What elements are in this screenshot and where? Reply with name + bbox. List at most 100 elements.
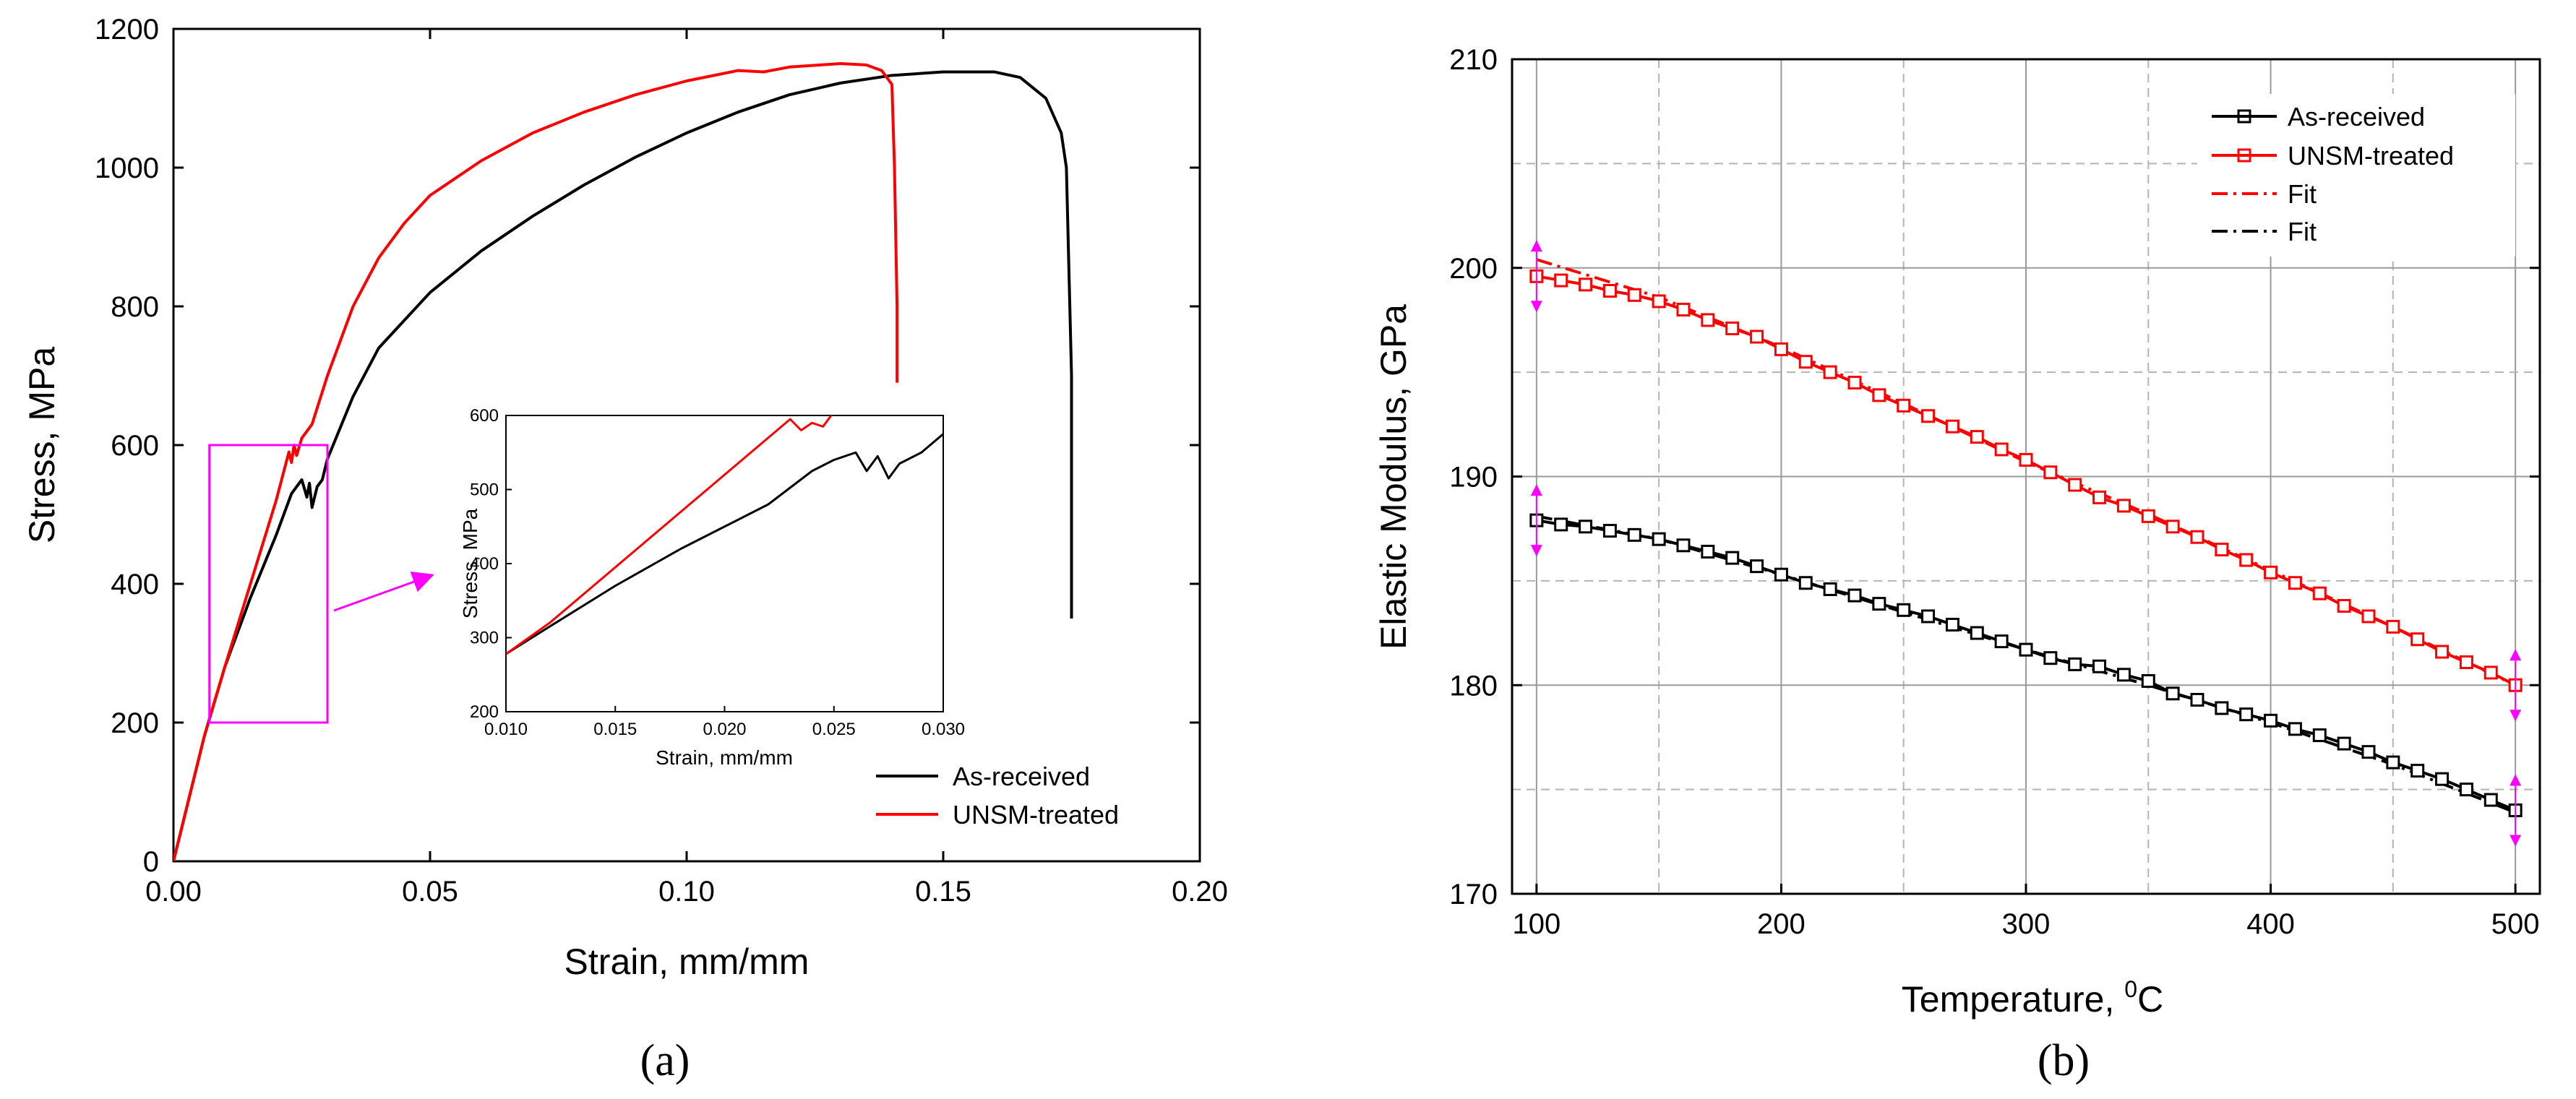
data-point-unsm-treated bbox=[1970, 430, 1984, 444]
panel-b-x-axis-title-superscript: 0 bbox=[2124, 976, 2137, 1002]
panel-b-y-tick-label: 200 bbox=[1449, 253, 1498, 285]
data-point-unsm-treated bbox=[1701, 313, 1715, 327]
data-point-unsm-treated bbox=[2288, 576, 2302, 590]
data-point-unsm-treated bbox=[1725, 321, 1740, 335]
panel-b-legend: As-received UNSM-treated Fit Fit bbox=[2197, 94, 2515, 257]
data-point-as-received bbox=[2483, 793, 2498, 807]
panel-a-x-tick-label: 0.10 bbox=[658, 876, 715, 908]
data-point-as-received bbox=[1554, 517, 1568, 532]
data-point-unsm-treated bbox=[2092, 490, 2107, 504]
panel-a-y-tick-label: 800 bbox=[111, 291, 159, 323]
legend-marker-unsm-treated bbox=[2237, 148, 2251, 163]
inset-plot-frame bbox=[505, 415, 944, 712]
inset-y-tick-label: 200 bbox=[470, 702, 499, 722]
inset-y-axis-title: Stress, MPa bbox=[459, 508, 481, 619]
panel-a-y-tick-label: 1200 bbox=[95, 14, 159, 46]
inset-series-line-as-received bbox=[506, 433, 943, 655]
data-point-unsm-treated bbox=[2337, 599, 2351, 613]
panel-a-legend: As-received UNSM-treated bbox=[876, 762, 1119, 829]
data-point-unsm-treated bbox=[2361, 609, 2376, 624]
panel-b-x-tick-label: 200 bbox=[1757, 908, 1806, 940]
panel-b-x-axis-title-main: Temperature, bbox=[1902, 979, 2124, 1020]
data-point-as-received bbox=[1652, 532, 1666, 546]
data-point-unsm-treated bbox=[2215, 543, 2229, 557]
data-point-as-received bbox=[2215, 701, 2229, 715]
panel-b-y-tick-label: 210 bbox=[1449, 44, 1498, 76]
inset-x-tick-label: 0.015 bbox=[593, 720, 637, 739]
data-point-unsm-treated bbox=[2141, 509, 2155, 523]
data-point-unsm-treated bbox=[1897, 398, 1911, 413]
inset-series-line-unsm-treated bbox=[506, 415, 833, 655]
inset-x-tick-label: 0.020 bbox=[703, 720, 746, 739]
data-point-unsm-treated bbox=[2019, 452, 2033, 467]
panel-a-series bbox=[173, 62, 1073, 861]
data-point-as-received bbox=[1994, 634, 2009, 649]
data-point-unsm-treated bbox=[2459, 655, 2473, 669]
inset-series bbox=[506, 415, 943, 655]
data-point-unsm-treated bbox=[1652, 294, 1666, 309]
inset-chart: 0.010 0.015 0.020 0.025 0.030 200 300 400 500 600… bbox=[459, 406, 965, 769]
data-point-as-received bbox=[2019, 642, 2033, 657]
data-point-as-received bbox=[2068, 657, 2082, 671]
data-point-as-received bbox=[1897, 603, 1911, 617]
data-point-unsm-treated bbox=[2312, 586, 2327, 600]
inset-x-tick-label: 0.030 bbox=[922, 720, 965, 739]
data-point-as-received bbox=[1750, 559, 1764, 574]
error-marker-arrow-down bbox=[2510, 835, 2522, 847]
panel-a-y-tick-label: 400 bbox=[111, 569, 159, 600]
inset-y-tick-label: 600 bbox=[470, 406, 499, 426]
data-point-unsm-treated bbox=[2116, 499, 2131, 513]
inset-ticks: 0.010 0.015 0.020 0.025 0.030 200 300 400 500 600 bbox=[470, 406, 965, 739]
legend-label-as-received: As-received bbox=[953, 762, 1090, 791]
data-point-unsm-treated bbox=[1921, 409, 1936, 423]
data-point-as-received bbox=[2459, 783, 2473, 797]
panel-b-x-axis-title-suffix: C bbox=[2137, 979, 2163, 1020]
inset-y-tick-label: 300 bbox=[470, 629, 499, 648]
panel-b-error-markers bbox=[1530, 240, 2522, 847]
data-point-unsm-treated bbox=[1554, 273, 1568, 288]
panel-a-x-tick-label: 0.20 bbox=[1172, 876, 1228, 908]
panel-a-x-tick-label: 0.00 bbox=[145, 876, 202, 908]
data-point-as-received bbox=[2337, 736, 2351, 751]
data-point-as-received bbox=[1970, 626, 1984, 640]
data-point-as-received bbox=[1602, 524, 1617, 538]
data-point-as-received bbox=[2386, 755, 2400, 770]
data-point-as-received bbox=[2043, 651, 2058, 665]
data-point-as-received bbox=[1579, 520, 1593, 534]
data-point-unsm-treated bbox=[2043, 465, 2058, 480]
data-point-unsm-treated bbox=[2410, 632, 2425, 647]
zoom-arrow bbox=[333, 572, 434, 612]
inset-y-tick-label: 400 bbox=[470, 554, 499, 574]
data-point-unsm-treated bbox=[1627, 288, 1641, 302]
data-point-unsm-treated bbox=[2264, 565, 2278, 579]
data-point-unsm-treated bbox=[2165, 520, 2180, 534]
panel-b-x-axis-title: Temperature, 0C bbox=[1902, 976, 2163, 1020]
data-point-as-received bbox=[1725, 551, 1740, 565]
legend-label-as-received: As-received bbox=[2288, 102, 2425, 132]
error-marker-arrow-up bbox=[1530, 240, 1542, 252]
panel-a-y-tick-label: 200 bbox=[111, 707, 159, 739]
error-marker-arrow-down bbox=[1530, 545, 1542, 557]
panel-a-x-axis-title: Strain, mm/mm bbox=[564, 941, 810, 982]
data-point-as-received bbox=[1921, 609, 1936, 624]
data-point-as-received bbox=[1847, 588, 1862, 603]
panel-b-x-tick-label: 300 bbox=[2002, 908, 2051, 940]
panel-b-x-tick-label: 400 bbox=[2246, 908, 2295, 940]
data-point-unsm-treated bbox=[1994, 442, 2009, 457]
series-line-as-received bbox=[173, 70, 1073, 861]
error-marker-arrow-up bbox=[2510, 649, 2522, 661]
data-point-as-received bbox=[2410, 764, 2425, 778]
panel-b-y-tick-label: 170 bbox=[1449, 879, 1498, 910]
data-point-as-received bbox=[2165, 686, 2180, 701]
panel-a-y-axis-title: Stress, MPa bbox=[22, 347, 62, 543]
panel-b-y-axis-title: Elastic Modulus, GPa bbox=[1373, 304, 1414, 650]
data-point-unsm-treated bbox=[1823, 365, 1837, 379]
data-point-unsm-treated bbox=[1872, 388, 1886, 402]
data-point-unsm-treated bbox=[2068, 478, 2082, 492]
data-point-as-received bbox=[2361, 745, 2376, 759]
data-point-unsm-treated bbox=[2483, 665, 2498, 680]
data-point-as-received bbox=[1798, 576, 1813, 590]
data-point-unsm-treated bbox=[1750, 329, 1764, 344]
series-line-unsm-treated bbox=[173, 62, 899, 861]
